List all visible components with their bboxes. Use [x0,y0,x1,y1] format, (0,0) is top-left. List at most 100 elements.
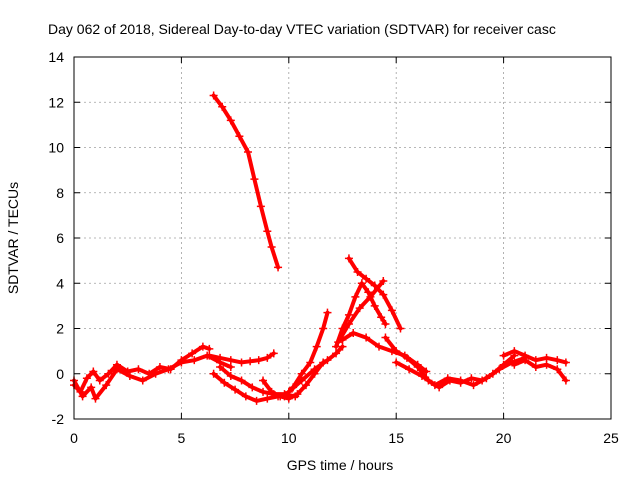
data-point [366,292,375,301]
x-tick-label: 0 [70,430,78,446]
data-point [209,91,218,100]
data-point [220,378,229,387]
data-point [396,324,405,333]
series-line [512,358,568,383]
data-point [405,365,414,374]
data-point [469,381,478,390]
data-point [312,342,321,351]
data-point [482,374,491,383]
data-point [218,102,227,111]
data-point [392,358,401,367]
data-point [237,358,246,367]
data-point [387,306,396,315]
data-point [510,360,519,369]
data-layer [70,91,570,405]
series-track-14 [381,333,519,392]
series-line [286,344,345,394]
data-point [542,353,551,362]
data-point [82,374,91,383]
data-point [252,396,261,405]
data-point [259,387,268,396]
y-tick-label: 8 [56,185,64,201]
data-point [188,349,197,358]
data-point [323,308,332,317]
series-track-9 [209,91,283,272]
data-point [216,362,225,371]
data-point [241,392,250,401]
data-point [499,351,508,360]
data-point [226,372,235,381]
x-tick-label: 20 [496,430,512,446]
data-point [362,274,371,283]
data-point [364,288,373,297]
x-tick-label: 15 [388,430,404,446]
data-point [91,394,100,403]
data-point [263,227,272,236]
data-point [306,358,315,367]
data-point [467,374,476,383]
data-point [353,267,362,276]
data-point [417,372,426,381]
y-tick-label: 6 [56,230,64,246]
y-tick-label: 10 [48,140,64,156]
data-point [510,347,519,356]
data-point [125,372,134,381]
data-point [267,387,276,396]
data-point [250,175,259,184]
data-point [284,394,293,403]
series-track-2 [70,351,235,403]
data-point [177,358,186,367]
data-point [349,329,358,338]
data-point [375,342,384,351]
x-tick-label: 5 [178,430,186,446]
data-point [334,338,343,347]
data-point [392,347,401,356]
data-point [226,116,235,125]
data-point [355,304,364,313]
data-point [205,344,214,353]
x-tick-label: 10 [281,430,297,446]
series-track-8 [284,342,347,396]
data-point [521,356,530,365]
data-point [553,365,562,374]
data-point [319,324,328,333]
data-point [216,353,225,362]
y-axis-label: SDTVAR / TECUs [5,182,21,294]
data-point [531,356,540,365]
data-point [561,376,570,385]
data-point [263,394,272,403]
data-point [297,376,306,385]
data-point [344,319,353,328]
chart-title: Day 062 of 2018, Sidereal Day-to-day VTE… [48,21,556,37]
series-track-17 [510,356,570,385]
data-point [95,376,104,385]
data-point [102,381,111,390]
y-tick-label: 12 [48,94,64,110]
data-point [351,292,360,301]
y-tick-label: 0 [56,366,64,382]
data-point [284,387,293,396]
series-track-12 [334,276,388,347]
data-point [78,392,87,401]
data-point [112,365,121,374]
data-point [323,356,332,365]
series-line [261,360,326,401]
data-point [495,365,504,374]
data-point [205,351,214,360]
data-point [231,385,240,394]
data-point [226,362,235,371]
series-track-11 [344,254,405,333]
data-point [531,362,540,371]
series-track-10 [332,279,390,351]
data-point [155,362,164,371]
data-point [357,279,366,288]
data-point [362,333,371,342]
x-axis-label: GPS time / hours [287,457,394,473]
data-point [134,365,143,374]
data-point [190,356,199,365]
data-point [443,374,452,383]
data-point [235,132,244,141]
data-point [226,356,235,365]
y-tick-label: 2 [56,321,64,337]
data-point [297,369,306,378]
